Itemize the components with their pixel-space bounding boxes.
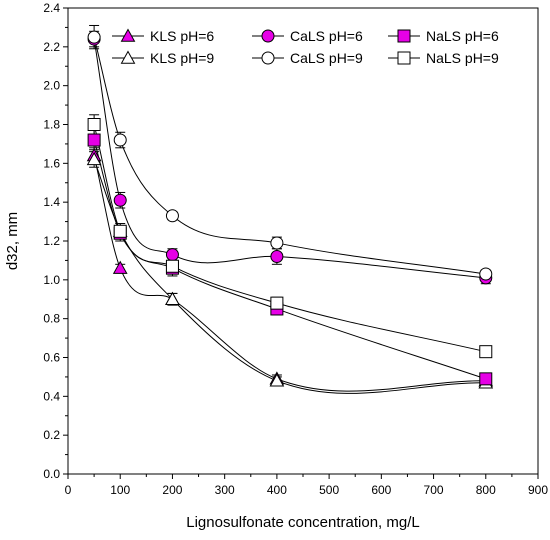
axis-ticks: 0 100 200 300 400 500 600 700 800 900 0.0 0.2 0.4 0.6… — [43, 1, 548, 497]
legend-marker-nals-ph-6 — [397, 29, 411, 43]
legend-item-nals-ph-9: NaLS pH=9 — [388, 50, 499, 66]
legend-item-cals-ph-9: CaLS pH=9 — [252, 50, 363, 66]
data-point-cals-ph-9 — [270, 236, 284, 250]
y-tick-label: 2.2 — [43, 40, 60, 54]
data-point-nals-ph-6 — [87, 133, 101, 147]
data-point-kls-ph-9 — [86, 151, 102, 166]
y-axis-title: d32, mm — [4, 212, 21, 270]
y-tick-label: 0.2 — [43, 428, 60, 442]
legend-marker-nals-ph-9 — [397, 51, 411, 65]
y-tick-label: 0.4 — [43, 389, 60, 403]
data-point-nals-ph-6 — [479, 372, 493, 386]
legend-marker-cals-ph-6 — [261, 29, 275, 43]
legend-item-kls-ph-6: KLS pH=6 — [112, 28, 214, 44]
data-point-cals-ph-9 — [113, 133, 127, 147]
data-markers — [86, 30, 494, 389]
series-curves — [93, 37, 486, 394]
y-tick-label: 1.4 — [43, 195, 60, 209]
series-line-nals-ph-6 — [93, 139, 486, 380]
legend-marker-kls-ph-9 — [120, 50, 136, 64]
y-tick-label: 1.2 — [43, 234, 60, 248]
series-line-nals-ph-9 — [93, 124, 486, 353]
y-tick-label: 1.6 — [43, 156, 60, 170]
series-line-cals-ph-6 — [93, 38, 486, 279]
x-tick-label: 100 — [110, 483, 130, 497]
y-tick-label: 0.8 — [43, 312, 60, 326]
x-tick-label: 300 — [215, 483, 235, 497]
data-point-cals-ph-9 — [479, 267, 493, 281]
x-tick-label: 500 — [319, 483, 339, 497]
y-tick-label: 1.0 — [43, 273, 60, 287]
data-point-nals-ph-9 — [87, 118, 101, 131]
y-tick-label: 2.4 — [43, 1, 60, 15]
x-tick-label: 600 — [371, 483, 391, 497]
data-point-cals-ph-6 — [165, 248, 179, 262]
legend-label: KLS pH=9 — [150, 50, 214, 66]
legend-label: CaLS pH=9 — [290, 50, 363, 66]
x-tick-label: 400 — [267, 483, 287, 497]
legend: KLS pH=6 KLS pH=9 CaLS pH=6 CaLS pH=9 NaLS p… — [112, 28, 499, 66]
legend-label: NaLS pH=6 — [426, 28, 499, 44]
x-tick-label: 700 — [424, 483, 444, 497]
x-tick-label: 800 — [476, 483, 496, 497]
data-point-nals-ph-9 — [165, 259, 179, 273]
y-tick-label: 2.0 — [43, 79, 60, 93]
x-tick-label: 0 — [65, 483, 72, 497]
x-axis-title: Lignosulfonate concentration, mg/L — [186, 514, 420, 531]
y-tick-label: 0.6 — [43, 351, 60, 365]
x-tick-label: 900 — [528, 483, 548, 497]
data-point-kls-ph-9 — [165, 291, 180, 305]
legend-item-cals-ph-6: CaLS pH=6 — [252, 28, 363, 44]
data-point-nals-ph-9 — [479, 345, 493, 359]
legend-label: NaLS pH=9 — [426, 50, 499, 66]
data-point-cals-ph-6 — [270, 250, 284, 264]
legend-item-nals-ph-6: NaLS pH=6 — [388, 28, 499, 44]
series-line-cals-ph-9 — [93, 37, 486, 275]
data-point-cals-ph-6 — [113, 193, 127, 207]
legend-marker-kls-ph-6 — [120, 28, 136, 42]
error-bars — [89, 24, 491, 388]
legend-item-kls-ph-9: KLS pH=9 — [112, 50, 214, 66]
x-tick-label: 200 — [162, 483, 182, 497]
series-line-kls-ph-6 — [93, 155, 486, 392]
legend-label: CaLS pH=6 — [290, 28, 363, 44]
legend-label: KLS pH=6 — [150, 28, 214, 44]
data-point-cals-ph-9 — [165, 209, 179, 223]
data-point-nals-ph-9 — [270, 296, 284, 310]
data-point-kls-ph-9 — [269, 373, 285, 387]
series-line-kls-ph-9 — [93, 159, 486, 394]
data-point-nals-ph-9 — [113, 224, 127, 238]
y-tick-label: 1.8 — [43, 118, 60, 132]
legend-marker-cals-ph-9 — [261, 51, 275, 65]
data-point-cals-ph-9 — [87, 30, 101, 44]
y-tick-label: 0.0 — [43, 467, 60, 481]
data-point-kls-ph-6 — [112, 260, 128, 274]
